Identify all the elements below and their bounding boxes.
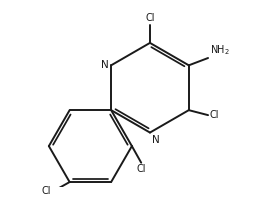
- Text: Cl: Cl: [145, 13, 155, 23]
- Text: N: N: [152, 135, 159, 145]
- Text: Cl: Cl: [209, 110, 219, 120]
- Text: Cl: Cl: [41, 186, 51, 196]
- Text: N: N: [101, 60, 108, 70]
- Text: Cl: Cl: [136, 164, 146, 174]
- Text: NH$_2$: NH$_2$: [210, 44, 230, 57]
